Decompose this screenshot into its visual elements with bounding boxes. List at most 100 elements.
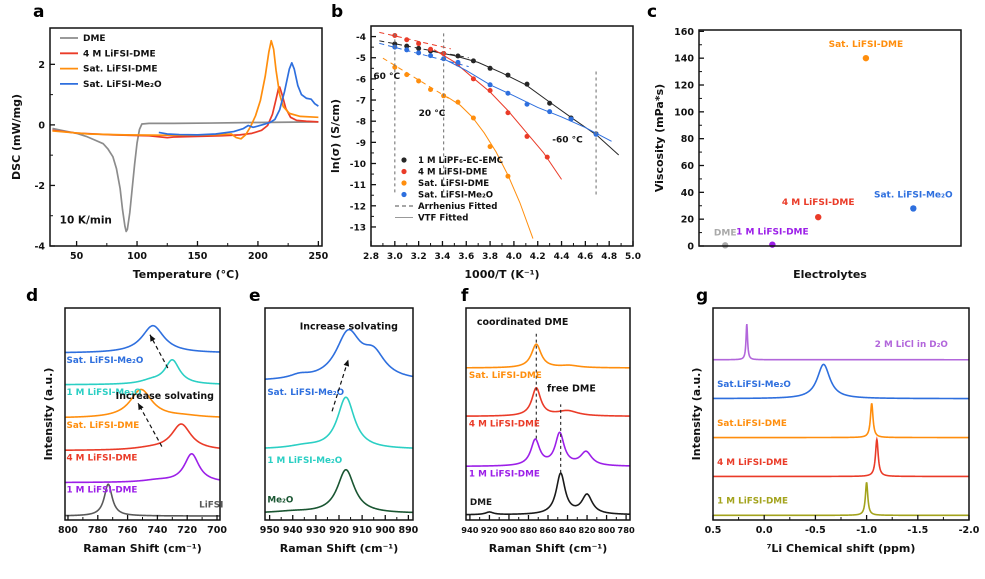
data-point	[455, 99, 461, 105]
chart-panel-c: DME 1 M LiFSI-DME 4 M LiFSI-DME Sat. LiFSI-…	[653, 27, 962, 281]
data-point	[505, 173, 511, 179]
y-axis-label: Viscosity (mPa*s)	[653, 84, 666, 192]
svg-text:-60 °C: -60 °C	[552, 135, 583, 145]
data-point	[416, 41, 422, 47]
plot-area-f	[466, 343, 630, 516]
trace-Sat. LiFSI-Me₂O	[65, 324, 220, 354]
x-axis-label: Raman Shift (cm⁻¹)	[280, 542, 399, 555]
svg-text:950: 950	[260, 525, 280, 536]
plot-area-g	[713, 323, 969, 517]
svg-text:VTF Fitted: VTF Fitted	[418, 214, 468, 224]
svg-text:50: 50	[70, 251, 84, 262]
legend-marker	[401, 168, 407, 175]
data-point	[392, 64, 398, 70]
trace-4 M LiFSI-DME	[466, 386, 630, 417]
svg-text:3.2: 3.2	[411, 252, 427, 262]
svg-text:Sat. LiFSI-DME: Sat. LiFSI-DME	[83, 65, 158, 75]
data-point	[455, 53, 461, 59]
data-point	[470, 58, 476, 64]
svg-text:Sat. LiFSI-Me₂O: Sat. LiFSI-Me₂O	[874, 190, 953, 200]
svg-text:880: 880	[520, 525, 538, 535]
svg-text:3.6: 3.6	[458, 252, 474, 262]
svg-text:Arrhenius Fitted: Arrhenius Fitted	[418, 202, 497, 212]
arrow-head	[149, 334, 156, 342]
svg-text:4.2: 4.2	[530, 252, 546, 262]
data-point	[544, 154, 550, 160]
svg-text:1 M LiFSI-DME: 1 M LiFSI-DME	[469, 469, 540, 479]
arrow-head	[343, 359, 350, 367]
svg-text:1 M LiFSI-Me₂O: 1 M LiFSI-Me₂O	[66, 388, 141, 398]
svg-text:Sat. LiFSI-DME: Sat. LiFSI-DME	[418, 179, 489, 189]
trace-DME	[466, 472, 630, 516]
annotation-arrow	[137, 402, 163, 447]
data-point	[428, 86, 434, 92]
data-point	[505, 72, 511, 78]
arrhenius-fit-1 M LiPF₆-EC-EMC	[379, 40, 469, 59]
svg-text:920: 920	[481, 525, 499, 535]
svg-text:840: 840	[559, 525, 577, 535]
trace-Sat. LiFSI-DME	[466, 343, 630, 369]
data-point	[404, 37, 410, 43]
legend-marker	[401, 180, 407, 186]
svg-text:4.6: 4.6	[577, 252, 593, 262]
svg-text:820: 820	[578, 525, 596, 535]
svg-text:Sat. LiFSI-DME: Sat. LiFSI-DME	[829, 40, 904, 50]
svg-text:800: 800	[58, 525, 78, 536]
legend-marker	[401, 157, 407, 163]
svg-text:940: 940	[461, 525, 479, 535]
data-point	[547, 109, 553, 115]
svg-text:Increase solvating: Increase solvating	[300, 322, 398, 333]
x-axis-label: Temperature (°C)	[133, 268, 240, 281]
axes-frame	[370, 25, 634, 247]
data-point	[416, 78, 422, 84]
svg-text:4.0: 4.0	[506, 252, 522, 262]
plot-area-e	[265, 328, 413, 514]
svg-text:Sat. LiFSI-DME: Sat. LiFSI-DME	[66, 421, 139, 431]
svg-text:-4: -4	[356, 33, 366, 43]
data-point	[428, 46, 434, 52]
svg-text:940: 940	[283, 525, 303, 536]
svg-text:coordinated DME: coordinated DME	[477, 317, 569, 328]
trace-LiFSI	[65, 483, 220, 517]
svg-text:20 °C: 20 °C	[419, 109, 446, 119]
svg-text:20: 20	[681, 215, 695, 226]
y-axis-label: ln(σ) (S/cm)	[329, 99, 342, 173]
svg-text:Me₂O: Me₂O	[267, 496, 294, 506]
svg-text:60 °C: 60 °C	[373, 72, 400, 82]
data-point	[547, 100, 553, 106]
svg-text:Sat.LiFSI-Me₂O: Sat.LiFSI-Me₂O	[717, 380, 791, 390]
svg-text:5.0: 5.0	[625, 252, 641, 262]
plot-area-b	[379, 31, 620, 239]
svg-text:-12: -12	[350, 202, 366, 212]
y-axis-label: Intensity (a.u.)	[690, 368, 703, 461]
data-point	[568, 116, 574, 122]
svg-text:860: 860	[539, 525, 557, 535]
plot-area-d	[65, 324, 220, 517]
svg-text:910: 910	[352, 525, 372, 536]
trace-1 M LiFSI-Me₂O	[65, 358, 220, 386]
svg-text:-5: -5	[356, 54, 366, 64]
trace-Sat.LiFSI-DME	[713, 403, 969, 439]
chart-panel-a: 10 K/min DME 4 M LiFSI-DME Sat. LiFSI-DME Sa…	[10, 27, 328, 281]
data-point	[524, 133, 530, 139]
svg-text:-6: -6	[356, 75, 366, 85]
data-point	[487, 65, 493, 71]
data-point	[505, 110, 511, 116]
data-point	[524, 101, 530, 107]
trace-Me₂O	[265, 468, 413, 514]
svg-text:-2.0: -2.0	[959, 525, 980, 536]
svg-text:-13: -13	[350, 223, 366, 233]
data-point	[416, 50, 422, 56]
y-axis-label: Intensity (a.u.)	[42, 368, 55, 461]
trace-1 M LiFSI-DME	[713, 482, 969, 517]
arrhenius-fit-Sat. LiFSI-Me₂O	[379, 42, 469, 68]
svg-text:100: 100	[674, 107, 694, 118]
trace-4 M LiFSI-DME	[65, 423, 220, 451]
svg-text:-4: -4	[34, 242, 45, 253]
svg-text:900: 900	[500, 525, 518, 535]
svg-text:4 M LiFSI-DME: 4 M LiFSI-DME	[418, 168, 487, 178]
vtf-fit-Sat. LiFSI-DME	[446, 96, 534, 239]
svg-text:780: 780	[617, 525, 635, 535]
svg-text:Sat. LiFSI-Me₂O: Sat. LiFSI-Me₂O	[66, 356, 143, 366]
axes-frame	[698, 29, 962, 247]
